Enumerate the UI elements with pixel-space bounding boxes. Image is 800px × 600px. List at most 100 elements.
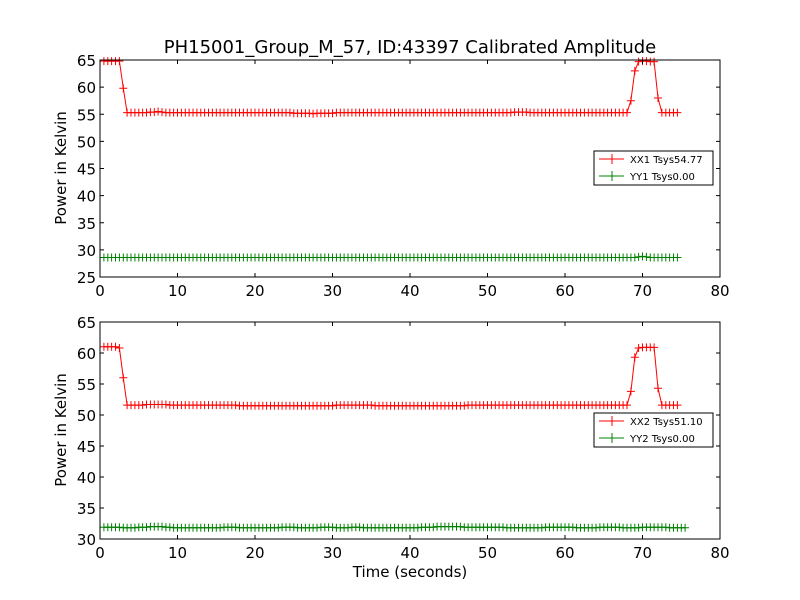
bottom-y-tick-label: 45 [77, 438, 96, 456]
top-x-tick-label: 30 [323, 282, 342, 300]
top-x-tick-label: 10 [168, 282, 187, 300]
top-y-tick-label: 35 [77, 215, 96, 233]
top-series-1-point [154, 107, 163, 116]
bottom-series-2-point [568, 523, 577, 532]
bottom-x-tick-label: 30 [323, 544, 342, 562]
top-series-2-point [642, 252, 651, 261]
bottom-series-2-point [634, 523, 643, 532]
bottom-series-2-point [413, 523, 422, 532]
bottom-x-tick-label: 40 [400, 544, 419, 562]
bottom-series-1-point [367, 401, 376, 410]
top-series-2-point [673, 253, 682, 262]
bottom-series-2-point [328, 523, 337, 532]
bottom-series-2-point [216, 523, 225, 532]
bottom-y-tick-label: 40 [77, 469, 96, 487]
top-legend-label-1: XX1 Tsys54.77 [630, 155, 703, 166]
top-series-1-point [150, 108, 159, 117]
bottom-series-1-point [623, 401, 631, 410]
top-legend-label-2: YY1 Tsys0.00 [629, 172, 695, 183]
top-y-tick-label: 45 [77, 161, 96, 179]
bottom-x-tick-label: 60 [555, 544, 574, 562]
top-series-1-point [623, 108, 631, 117]
bottom-series-2-point [429, 523, 438, 532]
bottom-x-tick-label: 10 [168, 544, 187, 562]
top-ticks: 0 10 20 30 40 50 60 70 80 25 30 35 40 45 50 55 60 65 [77, 52, 730, 300]
bottom-series-1-point [654, 384, 662, 393]
top-series-1-point [119, 84, 128, 93]
top-series-1-point [626, 96, 635, 105]
bottom-series-1-point [650, 343, 659, 352]
bottom-x-axis-label: Time (seconds) [352, 563, 468, 581]
bottom-series-1-point [111, 342, 120, 351]
top-y-tick-label: 50 [77, 133, 96, 151]
bottom-series-2-point [592, 523, 600, 532]
top-series-2-point [630, 253, 639, 262]
bottom-y-tick-label: 55 [77, 376, 96, 394]
bottom-series-2-point [142, 523, 151, 532]
bottom-series-2-point [231, 523, 240, 532]
bottom-series-1-point [460, 401, 469, 410]
bottom-series-2-point [115, 523, 124, 532]
bottom-y-tick-label: 35 [77, 500, 96, 518]
bottom-legend: XX2 Tsys51.10 YY2 Tsys0.00 [593, 412, 714, 448]
bottom-series-1-point [115, 344, 124, 352]
bottom-series-2-point [661, 523, 670, 532]
top-x-tick-label: 20 [245, 282, 264, 300]
bottom-series-2-point [344, 523, 352, 532]
bottom-y-tick-label: 60 [77, 345, 96, 363]
bottom-y-axis-label: Power in Kelvin [52, 373, 70, 487]
bottom-legend-label-2: YY2 Tsys0.00 [629, 434, 695, 445]
top-y-tick-label: 25 [77, 269, 96, 287]
bottom-legend-box [593, 412, 714, 448]
bottom-series-1-point [630, 353, 639, 362]
top-panel: 0 10 20 30 40 50 60 70 80 25 30 35 40 45 50 55 60 65 Powe… [52, 52, 730, 300]
chart-title: PH15001_Group_M_57, ID:43397 Calibrated … [164, 37, 657, 58]
bottom-series-2-point [681, 523, 690, 532]
top-x-tick-label: 70 [633, 282, 652, 300]
bottom-series-layer [99, 342, 690, 532]
bottom-x-tick-label: 20 [245, 544, 264, 562]
top-series-1-point [650, 57, 659, 66]
bottom-x-tick-label: 80 [710, 544, 729, 562]
bottom-series-2-point [289, 523, 298, 532]
bottom-y-tick-label: 50 [77, 407, 96, 425]
bottom-legend-label-1: XX2 Tsys51.10 [630, 417, 703, 428]
top-y-tick-label: 65 [77, 52, 96, 70]
bottom-series-1-point [626, 387, 635, 396]
bottom-ticks: 0 10 20 30 40 50 60 70 80 30 35 40 45 50 55 60 65 [77, 314, 730, 562]
bottom-panel: 0 10 20 30 40 50 60 70 80 30 35 40 45 50 55 60 65 Power … [52, 314, 730, 581]
top-series-1-point [285, 108, 294, 117]
top-y-tick-label: 30 [77, 242, 96, 260]
bottom-x-tick-label: 0 [95, 544, 105, 562]
bottom-series-2-point [355, 523, 364, 532]
bottom-series-1-point [328, 401, 337, 410]
bottom-y-tick-label: 65 [77, 314, 96, 332]
top-series-1-point [630, 66, 639, 75]
top-y-tick-label: 60 [77, 79, 96, 97]
bottom-series-1-point [673, 401, 682, 410]
bottom-series-1-point [161, 400, 170, 409]
top-x-tick-label: 80 [710, 282, 729, 300]
bottom-x-tick-label: 70 [633, 544, 652, 562]
top-series-layer [99, 57, 682, 262]
top-y-axis-label: Power in Kelvin [52, 111, 70, 225]
top-y-tick-label: 40 [77, 188, 96, 206]
bottom-x-tick-label: 50 [478, 544, 497, 562]
bottom-series-2-point [615, 523, 624, 532]
top-x-tick-label: 40 [400, 282, 419, 300]
bottom-y-tick-label: 30 [77, 531, 96, 549]
top-x-tick-label: 0 [95, 282, 105, 300]
top-series-1-point [673, 108, 682, 117]
top-legend-box [593, 150, 714, 186]
bottom-series-1-point [138, 401, 147, 410]
top-series-1-point [654, 94, 662, 102]
top-y-tick-label: 55 [77, 106, 96, 124]
bottom-series-2-point [165, 523, 174, 532]
bottom-series-2-point [499, 523, 507, 532]
bottom-series-1-point [634, 344, 643, 352]
top-x-tick-label: 60 [555, 282, 574, 300]
bottom-series-2-point [456, 522, 465, 531]
top-legend: XX1 Tsys54.77 YY1 Tsys0.00 [593, 150, 714, 186]
bottom-series-2-point [158, 522, 166, 531]
